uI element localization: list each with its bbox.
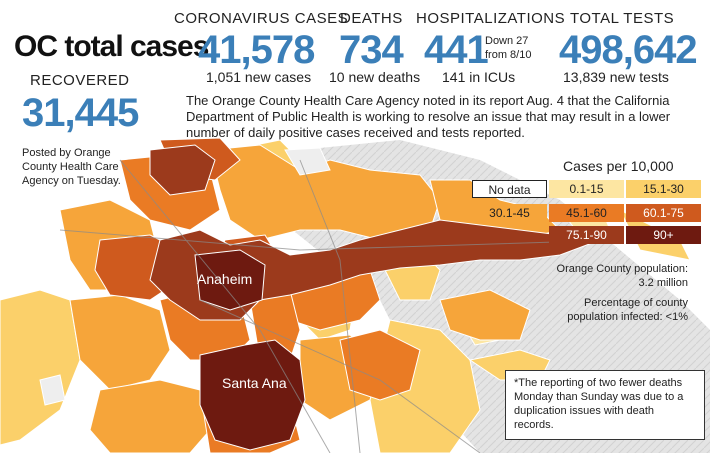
region-group-no-data bbox=[39, 147, 331, 406]
page-title: OC total cases bbox=[14, 30, 209, 63]
hospitalizations-note-1: Down 27 bbox=[485, 35, 529, 47]
cases-label: CORONAVIRUS CASES bbox=[174, 10, 349, 27]
legend-title: Cases per 10,000 bbox=[563, 158, 674, 174]
tests-label: TOTAL TESTS bbox=[570, 10, 675, 27]
recovered-label: RECOVERED bbox=[30, 72, 130, 89]
hospitalizations-value: 441 bbox=[424, 28, 489, 72]
infected-note: Percentage of county population infected… bbox=[567, 296, 688, 324]
legend-item-60-75: 60.1-75 bbox=[626, 204, 701, 222]
hospitalizations-label: HOSPITALIZATIONS bbox=[416, 10, 566, 27]
legend-item-15-30: 15.1-30 bbox=[626, 180, 701, 198]
population-line-2: 3.2 million bbox=[638, 277, 688, 289]
santa-ana-label: Santa Ana bbox=[222, 375, 287, 391]
cases-value: 41,578 bbox=[198, 28, 315, 72]
infected-line-1: Percentage of county bbox=[584, 297, 688, 309]
population-note: Orange County population: 3.2 million bbox=[557, 262, 688, 290]
legend-item-90-plus: 90+ bbox=[626, 226, 701, 244]
cases-sub: 1,051 new cases bbox=[206, 69, 312, 85]
deaths-value: 734 bbox=[339, 28, 404, 72]
legend-item-0-15: 0.1-15 bbox=[549, 180, 624, 198]
infected-line-2: population infected: <1% bbox=[567, 311, 688, 323]
notice-text: The Orange County Health Care Agency not… bbox=[186, 93, 671, 140]
posted-note: Posted by Orange County Health Care Agen… bbox=[22, 147, 121, 187]
legend-item-no-data: No data bbox=[472, 180, 547, 198]
deaths-sub: 10 new deaths bbox=[329, 69, 421, 85]
legend-item-45-60: 45.1-60 bbox=[549, 204, 624, 222]
hospitalizations-note-2: from 8/10 bbox=[485, 49, 532, 61]
tests-value: 498,642 bbox=[559, 28, 698, 72]
region-group-90-plus bbox=[194, 249, 306, 451]
recovered-value: 31,445 bbox=[22, 91, 139, 135]
hospitalizations-sub: 141 in ICUs bbox=[442, 69, 516, 85]
anaheim-label: Anaheim bbox=[197, 271, 252, 287]
freeway-lines bbox=[59, 159, 621, 453]
tests-sub: 13,839 new tests bbox=[563, 69, 669, 85]
footnote-box: *The reporting of two fewer deaths Monda… bbox=[505, 370, 705, 440]
legend-item-30-45: 30.1-45 bbox=[472, 204, 547, 222]
population-line-1: Orange County population: bbox=[556, 263, 688, 275]
deaths-label: DEATHS bbox=[340, 10, 403, 27]
legend-item-75-90: 75.1-90 bbox=[549, 226, 624, 244]
